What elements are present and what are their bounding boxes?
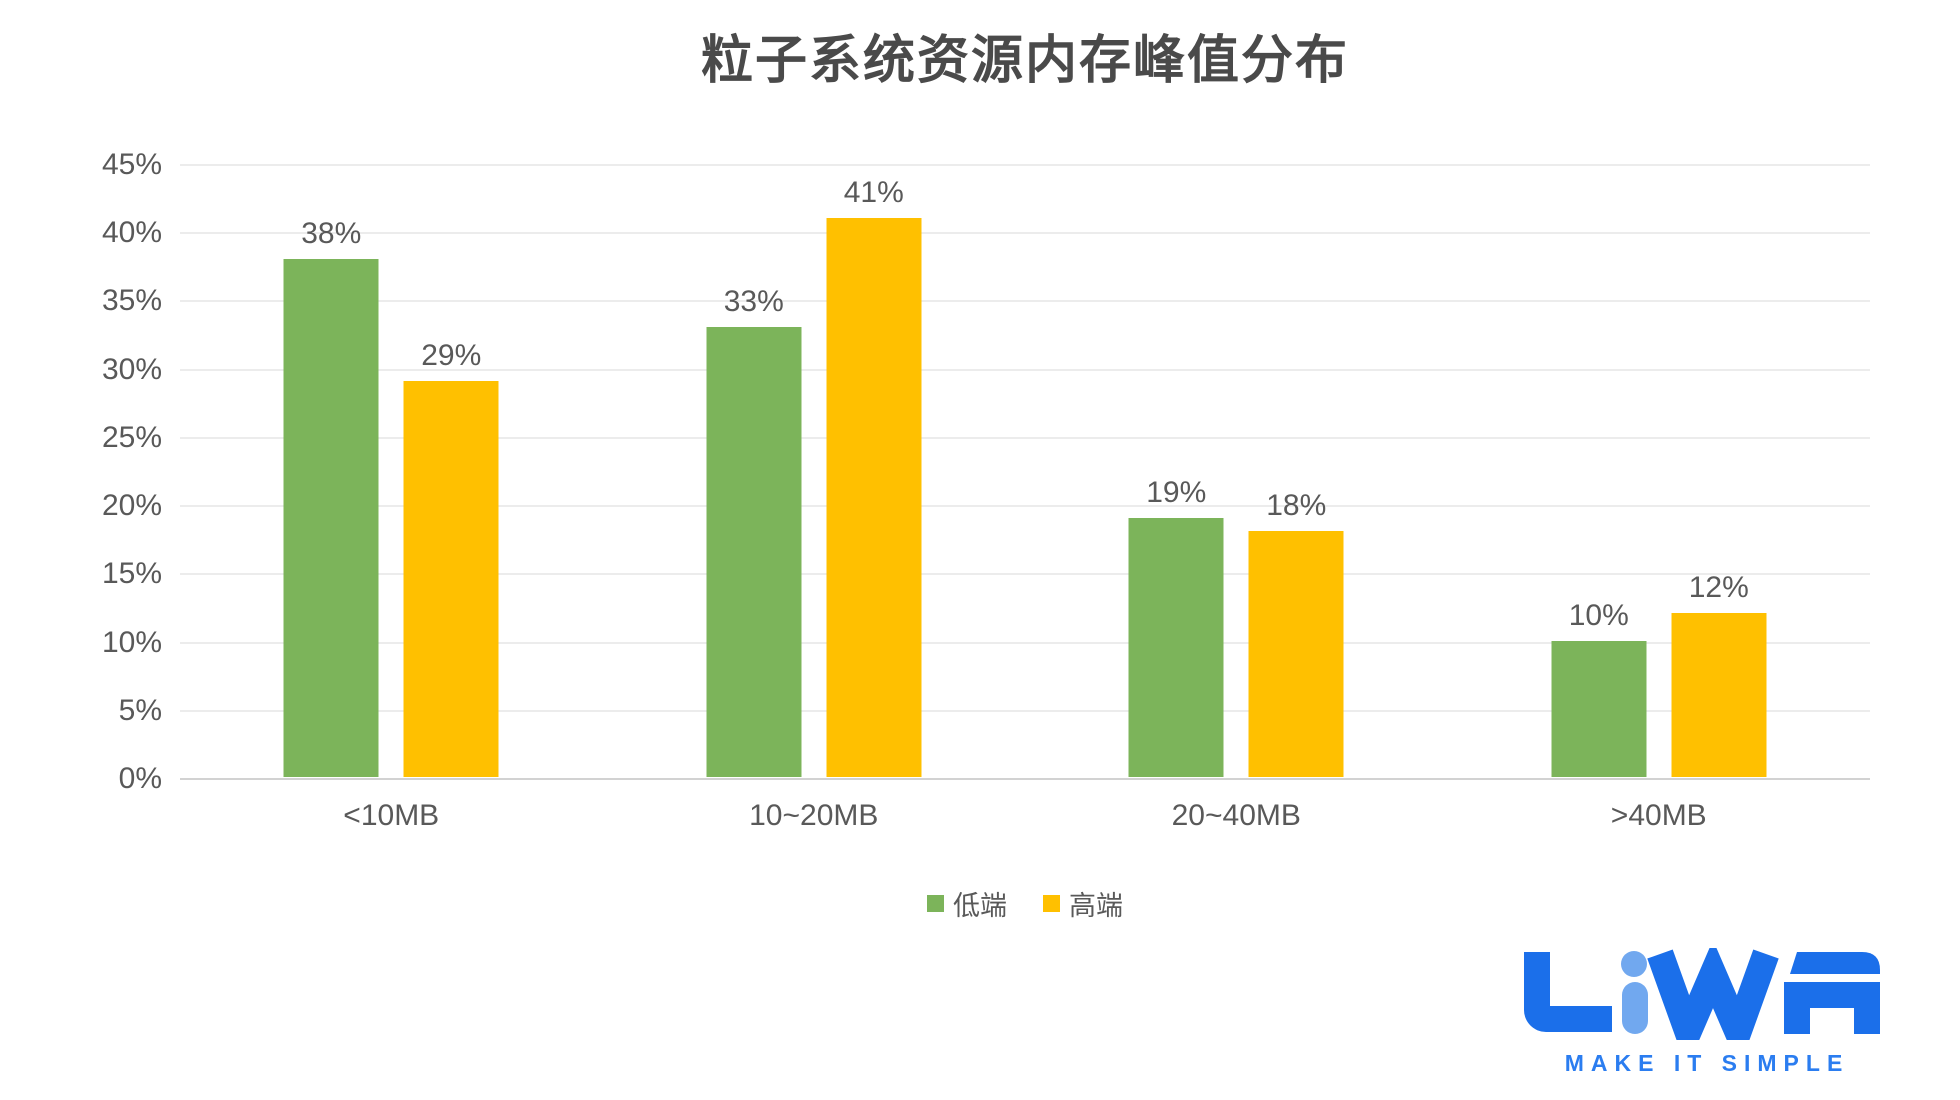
bar-value-label: 41% [843,175,904,209]
gridline [180,368,1870,371]
bar-group: 38% 29% [283,218,499,777]
logo-letter-i-dot [1621,951,1647,977]
y-axis: 0% 5% 10% 15% 20% 25% 30% 35% 40% 45% [40,150,162,794]
bar-低端: 38% [283,218,379,777]
gridline [180,164,1870,166]
bar-group: 33% 41% [706,177,922,777]
legend-label: 低端 [953,891,1007,921]
legend-item-低端: 低端 [927,884,1007,923]
x-axis-label: 10~20MB [749,799,879,832]
y-axis-label: 5% [118,693,162,727]
bar-高端: 12% [1671,573,1767,777]
x-axis-baseline [180,778,1870,780]
y-axis-label: 10% [101,625,162,659]
y-axis-label: 30% [101,352,162,386]
logo-mark [1524,948,1880,1040]
plot-area: 38% 29% 33% 41% 19% 18% 10% 12% [180,164,1870,780]
chart-title: 粒子系统资源内存峰值分布 [700,32,1349,90]
logo-letter-w [1647,948,1779,1040]
bar-低端: 33% [706,286,802,777]
x-axis-label: 20~40MB [1171,799,1301,832]
gridline [180,641,1870,644]
y-axis-label: 40% [101,216,162,250]
gridline [180,436,1870,439]
bar-低端: 10% [1551,600,1647,777]
gridline [180,573,1870,576]
x-axis-label: <10MB [343,799,440,832]
bar-value-label: 33% [723,284,784,318]
bar-高端: 41% [826,177,922,777]
gridline [180,505,1870,508]
legend-swatch-icon [1043,895,1060,912]
x-axis-label: >40MB [1610,799,1707,832]
bar-value-label: 29% [421,339,482,373]
logo-tagline: MAKE IT SIMPLE [1564,1050,1850,1076]
y-axis-label: 45% [101,148,162,181]
bar-value-label: 10% [1568,598,1629,632]
y-axis-label: 25% [101,420,162,454]
legend-label: 高端 [1069,891,1123,921]
y-axis-label: 0% [118,762,162,795]
bar-value-label: 12% [1688,571,1749,605]
legend: 低端 高端 [180,884,1870,923]
logo-letter-a-top [1790,952,1880,974]
liwa-logo: MAKE IT SIMPLE [1522,948,1892,1077]
y-axis-label: 15% [101,557,162,591]
y-axis-label: 35% [101,284,162,318]
y-axis-label: 20% [101,489,162,523]
logo-letter-l [1524,952,1612,1032]
gridline [180,232,1870,235]
bar-value-label: 19% [1146,475,1207,509]
x-axis: <10MB 10~20MB 20~40MB >40MB [180,799,1870,839]
gridline [180,300,1870,303]
logo-letter-i-stem [1622,982,1648,1034]
bar-低端: 19% [1128,477,1224,777]
bar-高端: 18% [1248,491,1344,777]
bar-group: 10% 12% [1551,573,1767,777]
bar-value-label: 38% [301,216,362,250]
bar-group: 19% 18% [1128,477,1344,777]
logo-letter-a-arch [1784,982,1880,1034]
bar-value-label: 18% [1266,489,1327,523]
bar-高端: 29% [403,341,499,777]
gridline [180,709,1870,712]
legend-item-高端: 高端 [1043,884,1123,923]
legend-swatch-icon [927,895,944,912]
